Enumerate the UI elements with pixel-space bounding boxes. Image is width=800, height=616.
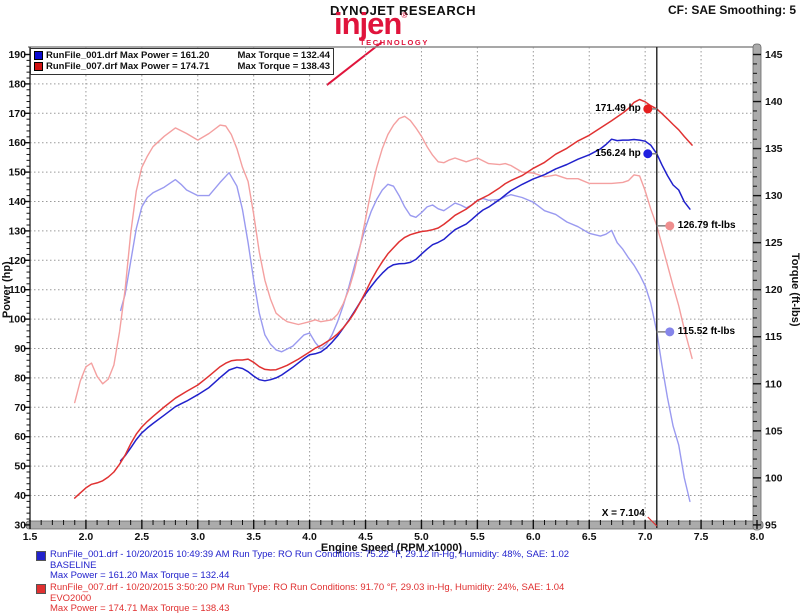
y-right-tick-label: 95 bbox=[765, 519, 777, 531]
run-info-baseline[interactable]: RunFile_001.drf - 10/20/2015 10:49:39 AM… bbox=[36, 549, 570, 582]
baseline-run-max: Max Power = 161.20 Max Torque = 132.44 bbox=[50, 570, 230, 581]
y-left-tick-label: 160 bbox=[8, 137, 26, 149]
baseline-run-name: BASELINE bbox=[50, 559, 97, 571]
y-left-tick-label: 90 bbox=[14, 343, 26, 355]
cursor-x-label[interactable]: X = 7.104 bbox=[601, 508, 645, 519]
y-left-tick-label: 150 bbox=[8, 167, 26, 179]
y-right-tick-label: 125 bbox=[765, 237, 783, 249]
cursor-label-pointer bbox=[647, 516, 658, 527]
y-right-axis-title: Torque (ft-lbs) bbox=[789, 253, 800, 327]
x-tick-label: 8.0 bbox=[750, 531, 765, 543]
x-tick-label: 3.0 bbox=[190, 531, 205, 543]
y-right-tick-label: 120 bbox=[765, 284, 783, 296]
injen-logo: injen® TECHNOLOGY bbox=[326, 8, 464, 86]
evo2000-run-icon bbox=[36, 584, 46, 594]
y-left-tick-label: 120 bbox=[8, 255, 26, 267]
y-right-tick-label: 110 bbox=[765, 378, 782, 390]
cursor-torque-red-label: 126.79 ft-lbs bbox=[677, 219, 736, 231]
x-tick-label: 5.5 bbox=[470, 531, 485, 543]
run-info-evo2000[interactable]: RunFile_007.drf - 10/20/2015 3:50:20 PM … bbox=[36, 582, 565, 615]
registered-mark: ® bbox=[401, 11, 408, 20]
baseline-color-swatch bbox=[34, 51, 43, 60]
x-tick-label: 4.0 bbox=[302, 531, 317, 543]
x-tick-label: 5.0 bbox=[414, 531, 429, 543]
x-tick-label: 2.5 bbox=[135, 531, 150, 543]
y-left-tick-label: 70 bbox=[14, 402, 26, 414]
x-tick-label: 2.0 bbox=[79, 531, 94, 543]
y-right-tick-label: 130 bbox=[765, 190, 783, 202]
x-tick-label: 7.5 bbox=[694, 531, 709, 543]
baseline-run-details: RunFile_001.drf - 10/20/2015 10:49:39 AM… bbox=[50, 549, 570, 560]
correction-smoothing-label: CF: SAE Smoothing: 5 bbox=[668, 3, 796, 17]
x-tick-label: 3.5 bbox=[246, 531, 261, 543]
torque-curve-evo2000 bbox=[74, 115, 693, 404]
x-tick-label: 1.5 bbox=[23, 531, 38, 543]
y-left-tick-label: 110 bbox=[9, 284, 26, 296]
logo-wordmark: injen bbox=[334, 6, 402, 41]
y-left-tick-label: 170 bbox=[8, 108, 26, 120]
y-right-tick-label: 135 bbox=[765, 143, 783, 155]
cursor-torque-red-dot[interactable] bbox=[665, 221, 675, 231]
cursor-torque-blue-dot[interactable] bbox=[665, 327, 675, 337]
cursor-torque-blue-label: 115.52 ft-lbs bbox=[677, 325, 736, 337]
y-right-tick-label: 100 bbox=[765, 472, 783, 484]
y-left-tick-label: 30 bbox=[14, 519, 26, 531]
legend-baseline-torque: Max Torque = 132.44 bbox=[237, 50, 331, 61]
evo2000-run-details: RunFile_007.drf - 10/20/2015 3:50:20 PM … bbox=[50, 582, 565, 593]
y-left-tick-label: 140 bbox=[8, 196, 26, 208]
y-right-tick-label: 105 bbox=[765, 425, 783, 437]
y-left-tick-label: 50 bbox=[14, 461, 26, 473]
cursor-power-red-label: 171.49 hp bbox=[595, 102, 641, 114]
legend-evo2000-label: RunFile_007.drf Max Power = 174.71 bbox=[46, 61, 210, 72]
power-curve-evo2000 bbox=[73, 98, 693, 499]
cursor-power-red-dot[interactable] bbox=[643, 104, 653, 114]
y-left-tick-label: 130 bbox=[8, 225, 26, 237]
evo2000-color-swatch bbox=[34, 62, 43, 71]
torque-curve-baseline bbox=[119, 172, 691, 503]
x-tick-label: 6.0 bbox=[526, 531, 541, 543]
y-right-tick-label: 140 bbox=[765, 96, 783, 108]
evo2000-run-max: Max Power = 174.71 Max Torque = 138.43 bbox=[50, 603, 230, 614]
y-left-axis-title: Power (hp) bbox=[1, 261, 13, 318]
right-axis-bar bbox=[752, 43, 762, 531]
y-left-tick-label: 80 bbox=[14, 372, 26, 384]
company-title: DYNOJET RESEARCH bbox=[330, 3, 476, 18]
legend-baseline-label: RunFile_001.drf Max Power = 161.20 bbox=[46, 50, 210, 61]
y-right-tick-label: 115 bbox=[765, 331, 782, 343]
x-tick-label: 7.0 bbox=[638, 531, 653, 543]
evo2000-run-name: EVO2000 bbox=[50, 592, 92, 604]
x-tick-label: 4.5 bbox=[358, 531, 373, 543]
cursor-power-blue-dot[interactable] bbox=[643, 149, 653, 159]
cursor-power-blue-label: 156.24 hp bbox=[595, 147, 641, 159]
y-left-tick-label: 100 bbox=[8, 314, 26, 326]
legend-row-evo2000: RunFile_007.drf Max Power = 174.71 Max T… bbox=[34, 61, 330, 72]
y-right-tick-label: 145 bbox=[765, 49, 783, 61]
legend-box[interactable]: RunFile_001.drf Max Power = 161.20 Max T… bbox=[30, 48, 334, 75]
y-left-tick-label: 60 bbox=[14, 431, 26, 443]
y-left-tick-label: 180 bbox=[8, 78, 26, 90]
x-tick-label: 6.5 bbox=[582, 531, 597, 543]
baseline-run-icon bbox=[36, 551, 46, 561]
x-axis-title: Engine Speed (RPM x1000) bbox=[321, 542, 463, 554]
legend-evo2000-torque: Max Torque = 138.43 bbox=[237, 61, 331, 72]
y-left-tick-label: 190 bbox=[8, 49, 26, 61]
power-curve-baseline bbox=[119, 138, 691, 462]
logo-subtitle: TECHNOLOGY bbox=[360, 38, 429, 47]
y-left-tick-label: 40 bbox=[14, 490, 26, 502]
legend-row-baseline: RunFile_001.drf Max Power = 161.20 Max T… bbox=[34, 50, 330, 61]
